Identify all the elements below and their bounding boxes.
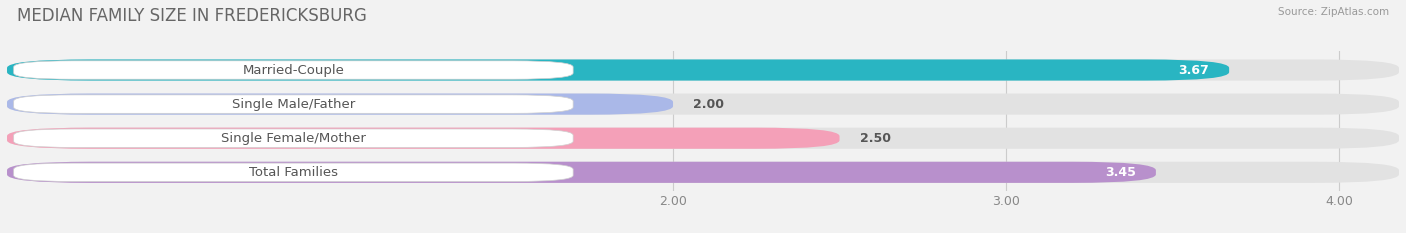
Text: Married-Couple: Married-Couple bbox=[242, 64, 344, 76]
FancyBboxPatch shape bbox=[14, 129, 574, 147]
FancyBboxPatch shape bbox=[7, 128, 1399, 149]
FancyBboxPatch shape bbox=[14, 163, 574, 182]
Text: 2.00: 2.00 bbox=[693, 98, 724, 111]
Text: Total Families: Total Families bbox=[249, 166, 337, 179]
FancyBboxPatch shape bbox=[7, 162, 1399, 183]
Text: Source: ZipAtlas.com: Source: ZipAtlas.com bbox=[1278, 7, 1389, 17]
Text: 2.50: 2.50 bbox=[859, 132, 890, 145]
FancyBboxPatch shape bbox=[14, 95, 574, 113]
FancyBboxPatch shape bbox=[7, 93, 1399, 115]
Text: MEDIAN FAMILY SIZE IN FREDERICKSBURG: MEDIAN FAMILY SIZE IN FREDERICKSBURG bbox=[17, 7, 367, 25]
FancyBboxPatch shape bbox=[7, 59, 1229, 81]
FancyBboxPatch shape bbox=[7, 162, 1156, 183]
Text: 3.67: 3.67 bbox=[1178, 64, 1209, 76]
FancyBboxPatch shape bbox=[7, 59, 1399, 81]
Text: 3.45: 3.45 bbox=[1105, 166, 1136, 179]
Text: Single Female/Mother: Single Female/Mother bbox=[221, 132, 366, 145]
FancyBboxPatch shape bbox=[7, 128, 839, 149]
Text: Single Male/Father: Single Male/Father bbox=[232, 98, 356, 111]
FancyBboxPatch shape bbox=[14, 61, 574, 79]
FancyBboxPatch shape bbox=[7, 93, 673, 115]
